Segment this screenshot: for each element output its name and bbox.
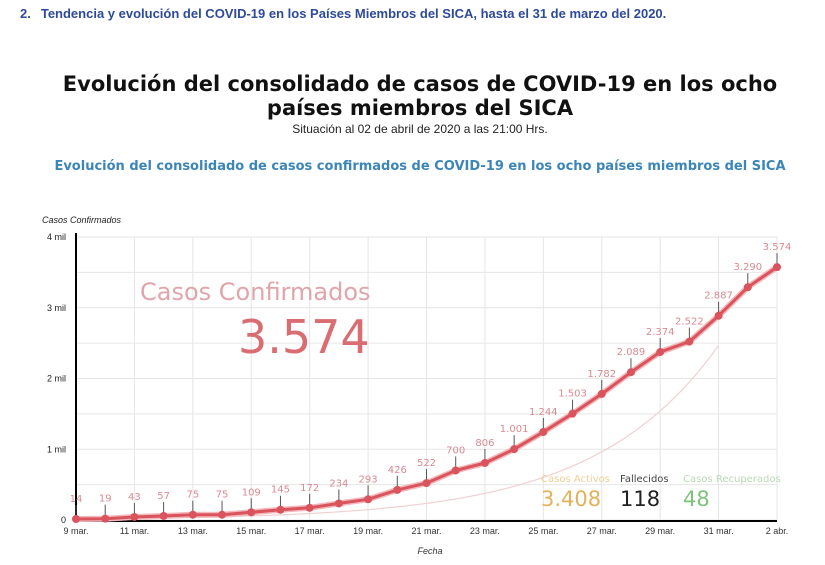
data-point: [773, 263, 781, 272]
data-label: 43: [128, 492, 141, 503]
data-point: [510, 445, 519, 454]
data-point: [334, 499, 343, 508]
data-label: 109: [242, 487, 261, 498]
data-label: 172: [300, 483, 319, 494]
x-tick-label: 31 mar.: [704, 526, 734, 536]
data-label: 2.374: [646, 327, 675, 338]
x-tick-label: 19 mar.: [353, 526, 383, 536]
data-point: [305, 503, 314, 512]
confirmed-label: Casos Confirmados: [140, 278, 371, 306]
data-point: [276, 505, 285, 514]
deaths-label: Fallecidos: [620, 474, 669, 485]
data-point: [714, 311, 723, 320]
y-tick-label: 1 mil: [47, 444, 66, 454]
data-point: [422, 479, 431, 488]
data-point: [656, 348, 665, 357]
data-point: [393, 485, 402, 494]
data-point: [188, 510, 197, 519]
data-point: [218, 510, 227, 519]
data-label: 2.887: [704, 291, 733, 302]
x-tick-label: 17 mar.: [295, 526, 325, 536]
data-point: [685, 337, 694, 346]
data-point: [597, 389, 606, 398]
data-point: [626, 368, 635, 377]
data-label: 14: [70, 494, 83, 505]
x-tick-label: 21 mar.: [411, 526, 441, 536]
data-point: [247, 508, 256, 517]
data-point: [364, 495, 373, 504]
data-label: 293: [359, 474, 378, 485]
data-label: 2.522: [675, 317, 704, 328]
data-label: 1.001: [500, 424, 529, 435]
active-cases-value: 3.408: [541, 487, 602, 511]
data-point: [159, 511, 168, 520]
data-label: 19: [99, 494, 112, 505]
infographic-subtitle: Situación al 02 de abril de 2020 a las 2…: [292, 122, 548, 136]
section-heading-text: Tendencia y evolución del COVID-19 en lo…: [40, 6, 667, 21]
data-label: 522: [417, 458, 436, 469]
data-label: 1.782: [587, 369, 616, 380]
recovered-value: 48: [683, 487, 710, 511]
data-label: 700: [446, 445, 465, 456]
data-label: 145: [271, 485, 290, 496]
x-axis-title: Fecha: [417, 546, 443, 556]
y-tick-label: 3 mil: [47, 303, 66, 313]
data-label: 75: [216, 490, 229, 501]
data-label: 3.574: [763, 242, 792, 253]
deaths-stat: Fallecidos 118: [620, 474, 669, 511]
section-heading: 2. Tendencia y evolución del COVID-19 en …: [20, 6, 666, 21]
data-label: 806: [475, 438, 494, 449]
data-point: [743, 283, 752, 292]
confirmed-value: 3.574: [238, 310, 370, 364]
x-tick-label: 9 mar.: [63, 526, 88, 536]
data-label: 3.290: [733, 262, 762, 273]
deaths-value: 118: [620, 487, 661, 511]
data-point: [568, 409, 577, 418]
infographic-title-line1: Evolución del consolidado de casos de CO…: [62, 72, 778, 96]
data-point: [480, 458, 489, 467]
data-label: 234: [329, 478, 348, 489]
infographic-title-line2: países miembros del SICA: [266, 96, 574, 120]
x-tick-label: 25 mar.: [528, 526, 558, 536]
x-tick-label: 23 mar.: [470, 526, 500, 536]
y-tick-label: 4 mil: [47, 232, 66, 242]
data-point: [539, 427, 548, 436]
x-tick-label: 2 abr.: [766, 526, 789, 536]
x-tick-label: 11 mar.: [120, 526, 149, 536]
data-point: [451, 466, 460, 475]
y-axis-title: Casos Confirmados: [42, 215, 122, 225]
data-label: 1.503: [558, 389, 587, 400]
x-tick-label: 27 mar.: [587, 526, 617, 536]
section-number: 2.: [20, 6, 31, 21]
x-tick-label: 13 mar.: [178, 526, 208, 536]
y-tick-label: 2 mil: [47, 374, 66, 384]
infographic-title: Evolución del consolidado de casos de CO…: [40, 72, 800, 120]
active-cases-label: Casos Activos: [541, 474, 610, 485]
data-label: 2.089: [617, 347, 646, 358]
chart-title: Evolución del consolidado de casos confi…: [54, 159, 786, 174]
recovered-label: Casos Recuperados: [683, 474, 781, 485]
active-cases-stat: Casos Activos 3.408: [541, 474, 610, 511]
data-label: 75: [186, 490, 199, 501]
data-point: [101, 514, 110, 523]
y-tick-label: 0: [61, 515, 66, 525]
data-label: 426: [388, 465, 407, 476]
data-label: 1.244: [529, 407, 558, 418]
x-tick-label: 29 mar.: [645, 526, 675, 536]
x-tick-label: 15 mar.: [236, 526, 266, 536]
recovered-stat: Casos Recuperados 48: [683, 474, 781, 511]
data-point: [130, 512, 139, 521]
data-point: [72, 515, 80, 524]
data-label: 57: [157, 491, 170, 502]
